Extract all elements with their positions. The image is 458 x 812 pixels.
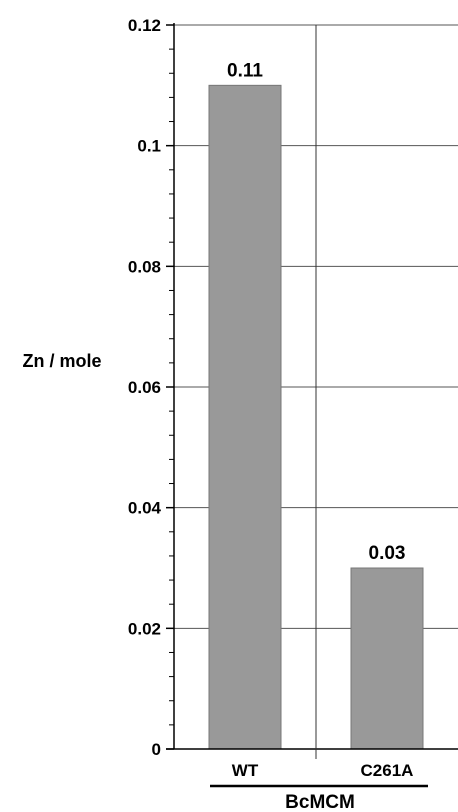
y-tick-label-6: 0.12: [128, 16, 161, 35]
y-tick-label-5: 0.1: [137, 137, 161, 156]
group-label: BcMCM: [285, 792, 355, 812]
y-tick-labels: 0 0.02 0.04 0.06 0.08 0.1 0.12: [128, 16, 162, 759]
bar-c261a: [350, 567, 424, 750]
category-labels: WT C261A: [232, 761, 414, 780]
bars: [208, 84, 424, 750]
y-ticks: [166, 24, 174, 750]
data-label-wt: 0.11: [227, 60, 263, 81]
data-labels: 0.11 0.03: [227, 60, 405, 564]
category-label-wt: WT: [232, 761, 259, 780]
y-tick-label-1: 0.02: [128, 619, 161, 638]
y-tick-label-0: 0: [152, 740, 161, 759]
data-label-c261a: 0.03: [369, 543, 406, 564]
category-label-c261a: C261A: [361, 761, 414, 780]
y-tick-label-4: 0.08: [128, 257, 161, 276]
y-axis-title: Zn / mole: [22, 351, 101, 371]
bar-wt: [208, 84, 282, 750]
y-tick-label-2: 0.04: [128, 499, 162, 518]
y-tick-label-3: 0.06: [128, 378, 161, 397]
